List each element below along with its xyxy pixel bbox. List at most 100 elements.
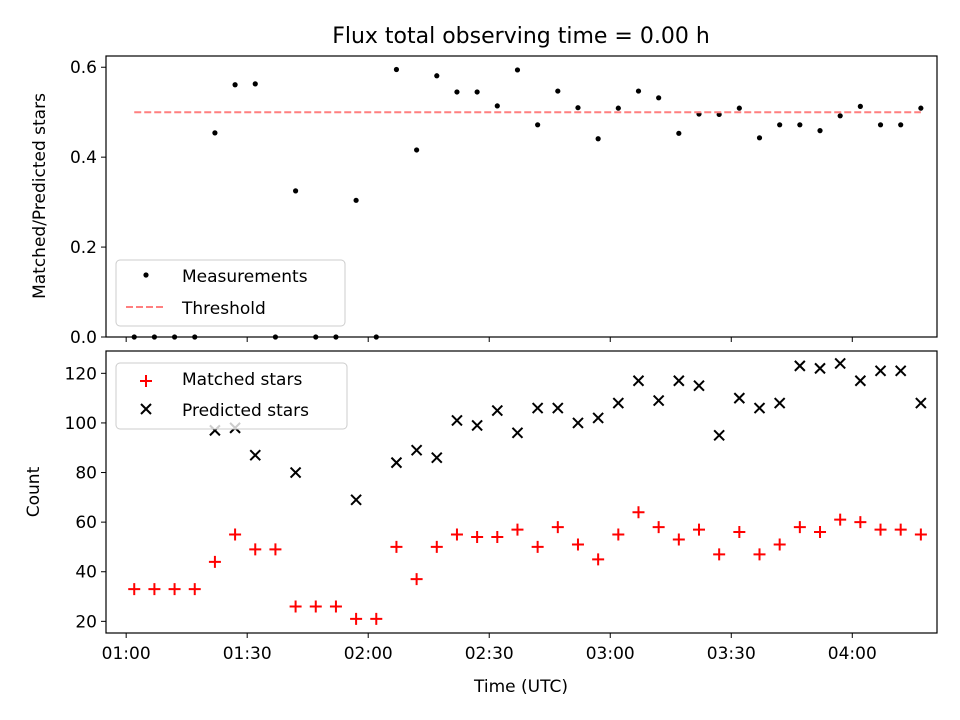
matched-star-point [571, 538, 584, 551]
matched-star-point [269, 543, 282, 556]
matched-star-point [854, 516, 867, 529]
measurement-point [575, 105, 581, 111]
predicted-star-point [713, 429, 725, 442]
predicted-star-point [753, 402, 766, 414]
measurement-point [615, 105, 621, 111]
predicted-star-point [531, 402, 544, 414]
matched-star-point [894, 523, 907, 536]
y-tick-label: 0.4 [70, 148, 97, 168]
measurement-point [898, 122, 904, 128]
matched-star-point [188, 583, 201, 596]
measurement-point [414, 147, 420, 153]
measurement-point [837, 113, 843, 119]
bottom-legend-frame [115, 362, 348, 430]
measurement-point [393, 66, 400, 73]
measurement-point [454, 89, 460, 95]
measurement-point [434, 73, 440, 79]
y-tick-label: 0.2 [70, 238, 97, 258]
matched-star-point [450, 528, 463, 541]
y-tick-label: 60 [75, 513, 97, 533]
measurement-point [232, 82, 238, 88]
predicted-star-point [834, 357, 846, 370]
matched-star-point [612, 528, 625, 541]
matched-star-point [390, 540, 403, 553]
measurement-point [514, 67, 521, 73]
y-tick-label: 40 [75, 563, 97, 583]
y-tick-label: 0.6 [70, 58, 97, 78]
measurement-point [555, 88, 561, 94]
measurement-point [777, 122, 783, 128]
predicted-star-point [471, 419, 483, 432]
matched-star-point [874, 523, 887, 536]
measurement-point [656, 95, 662, 101]
matched-star-point [793, 521, 806, 534]
predicted-star-point [572, 417, 584, 429]
y-tick-label: 0.0 [70, 328, 97, 348]
predicted-star-point [733, 392, 746, 404]
matched-star-point [672, 533, 685, 546]
matched-star-point [289, 600, 302, 613]
matched-star-point [652, 521, 665, 534]
bottom-legend: Matched stars Predicted stars [115, 362, 348, 430]
measurement-point [736, 105, 742, 111]
matched-star-point [753, 548, 766, 561]
predicted-star-point [632, 375, 645, 387]
bottom-ylabel: Count [24, 466, 44, 517]
matched-star-point [249, 543, 262, 556]
measurement-point [212, 130, 218, 136]
matched-star-point [148, 583, 161, 596]
bottom-plot-frame [105, 350, 938, 634]
measurement-point [635, 88, 642, 94]
x-tick-label: 02:00 [344, 644, 393, 664]
x-tick-label: 02:30 [465, 644, 514, 664]
predicted-star-point [612, 397, 625, 409]
matched-star-point [713, 548, 726, 561]
measurement-point [918, 105, 924, 111]
measurement-point [474, 89, 480, 95]
measurement-point [595, 136, 601, 142]
matched-star-point [531, 540, 544, 553]
legend-marker-measurements [143, 272, 149, 278]
predicted-star-point [350, 494, 362, 506]
x-tick-label: 04:00 [828, 644, 877, 664]
predicted-star-point [451, 414, 463, 427]
predicted-star-point [491, 404, 504, 417]
predicted-star-point [693, 380, 705, 392]
predicted-star-point [673, 375, 685, 387]
predicted-star-point [410, 444, 423, 456]
legend-label-matched: Matched stars [182, 370, 302, 390]
legend-marker-predicted [140, 403, 152, 415]
measurement-point [353, 197, 359, 203]
y-tick-label: 20 [75, 612, 97, 632]
matched-star-point [471, 531, 484, 544]
x-tick-label: 01:30 [223, 644, 272, 664]
matched-star-point [128, 583, 141, 596]
matched-star-point [430, 540, 443, 553]
measurement-point [252, 81, 258, 87]
matched-star-point [309, 600, 322, 613]
top-axes: 0.0 0.2 0.4 0.6 [70, 55, 938, 348]
predicted-star-point [431, 451, 443, 464]
measurement-point [756, 135, 763, 141]
y-tick-label: 100 [65, 414, 97, 434]
matched-star-point [329, 600, 342, 613]
predicted-star-point [814, 362, 826, 375]
matched-star-point [733, 526, 746, 539]
predicted-star-point [854, 375, 867, 387]
matched-star-point [208, 555, 221, 568]
y-tick-label: 120 [65, 364, 97, 384]
predicted-star-point [915, 397, 927, 409]
predicted-star-point [773, 397, 786, 409]
predicted-star-point [249, 449, 261, 461]
top-legend-frame [115, 259, 346, 327]
chart-title: Flux total observing time = 0.00 h [332, 24, 710, 49]
measurement-point [797, 122, 803, 128]
legend-label-threshold: Threshold [181, 299, 266, 319]
top-plot-frame [105, 55, 938, 338]
y-tick-label: 80 [75, 464, 97, 484]
matched-star-point [814, 526, 827, 539]
matched-star-point [491, 531, 504, 544]
x-tick-label: 01:00 [102, 644, 151, 664]
matched-star-point [168, 583, 181, 596]
